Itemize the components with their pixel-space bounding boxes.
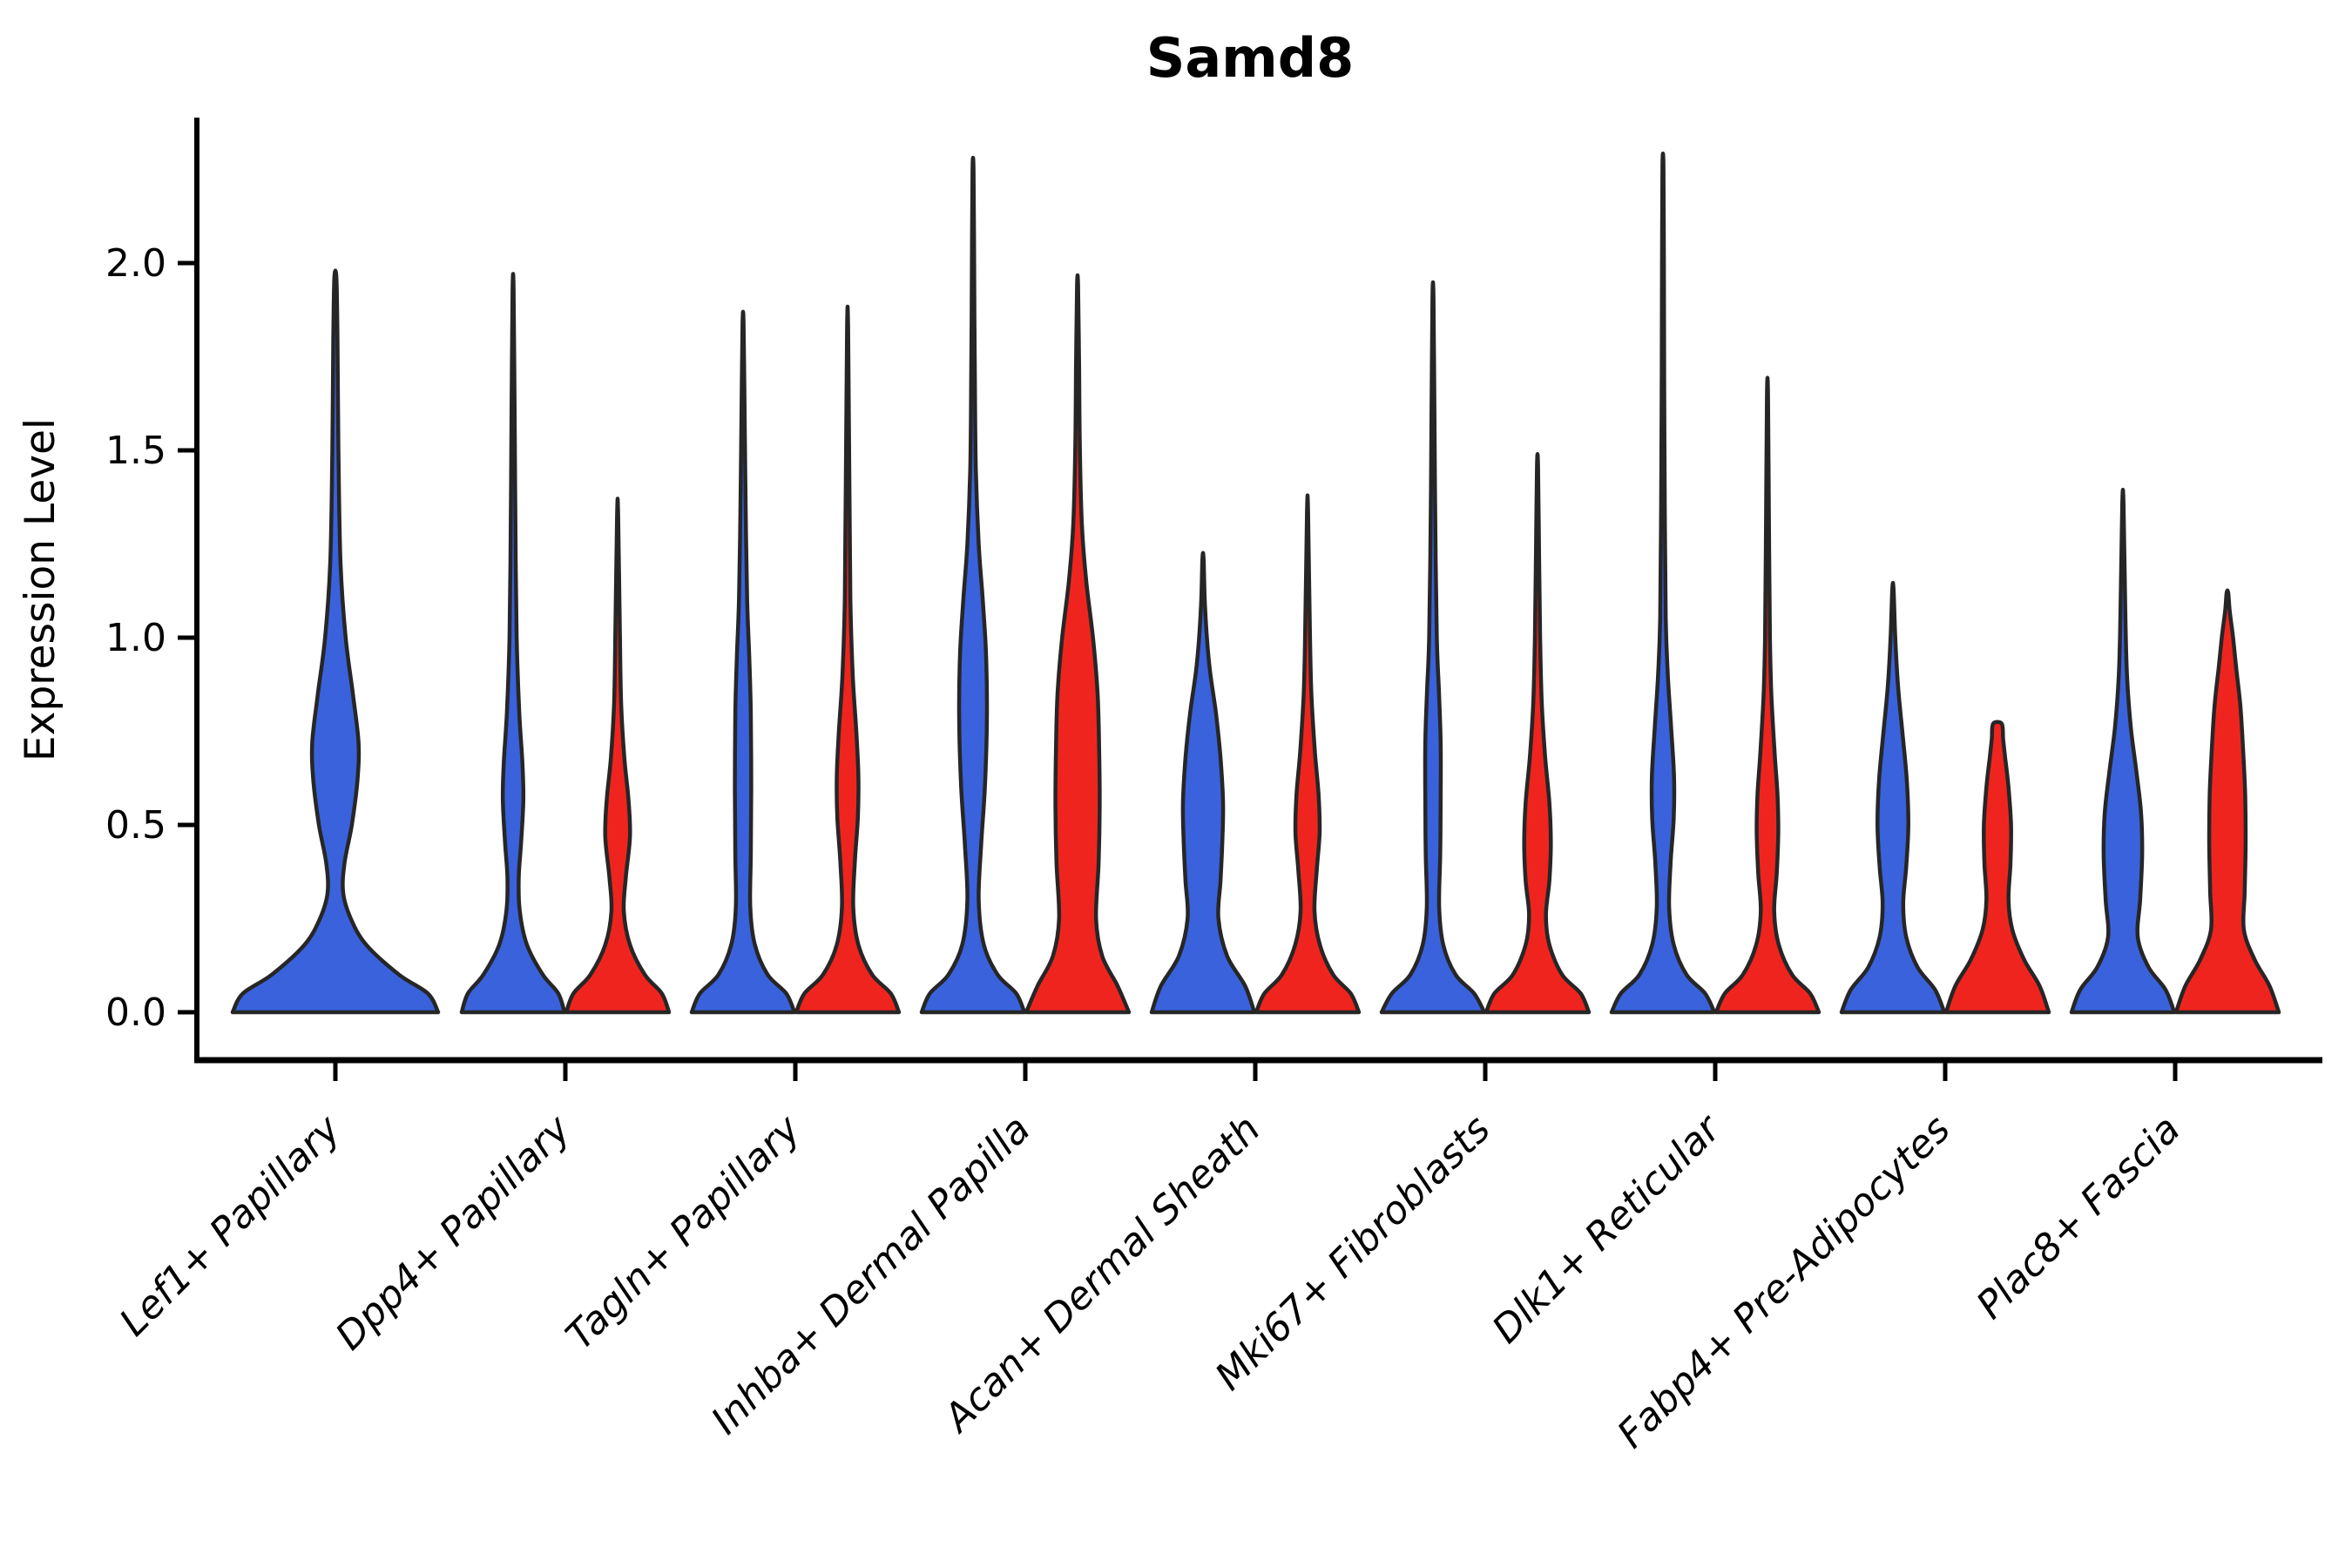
y-tick-label: 2.0 [105, 241, 166, 286]
violin-inhba-dermal-papilla-blue [919, 155, 1027, 1015]
violin-fabp4-pre-adipocytes-red [1943, 720, 2051, 1015]
y-tick-label: 1.0 [105, 616, 166, 660]
violin-plac8-fascia-blue [2069, 487, 2177, 1015]
violin-acan-dermal-sheath-blue [1149, 551, 1257, 1015]
violin-dlk1-reticular-blue [1609, 152, 1717, 1015]
violin-plac8-fascia-red [2173, 588, 2281, 1015]
violin-lef1-papillary-blue [230, 268, 441, 1015]
x-axis-label-tagln-papillary: Tagln+ Papillary [558, 1106, 809, 1358]
violin-dpp4-papillary-red [564, 497, 672, 1015]
y-axis-title: Expression Level [17, 418, 64, 761]
x-axis-label-dlk1-reticular: Dlk1+ Reticular [1484, 1105, 1730, 1352]
y-tick-label: 0.0 [105, 990, 166, 1035]
violin-mki67-fibroblasts-blue [1379, 280, 1487, 1015]
violin-fabp4-pre-adipocytes-blue [1839, 580, 1947, 1015]
x-axis-label-plac8-fascia: Plac8+ Fascia [1968, 1107, 2188, 1328]
chart-title: Samd8 [1146, 26, 1355, 90]
violin-mki67-fibroblasts-red [1484, 452, 1592, 1015]
violin-acan-dermal-sheath-red [1254, 493, 1362, 1015]
x-axis-label-lef1-papillary: Lef1+ Papillary [112, 1106, 350, 1345]
violin-dpp4-papillary-blue [459, 272, 567, 1015]
y-tick-label: 0.5 [105, 803, 166, 848]
violin-dlk1-reticular-red [1713, 375, 1821, 1015]
violin-inhba-dermal-papilla-red [1024, 273, 1132, 1015]
y-axis-ticks: 0.0 0.5 1.0 1.5 2.0 [105, 241, 194, 1035]
x-axis-label-dpp4-papillary: Dpp4+ Papillary [328, 1106, 580, 1359]
violin-tagln-papillary-red [794, 304, 902, 1015]
violins-layer [230, 152, 2281, 1015]
y-tick-label: 1.5 [105, 429, 166, 473]
violin-tagln-papillary-blue [689, 309, 797, 1015]
